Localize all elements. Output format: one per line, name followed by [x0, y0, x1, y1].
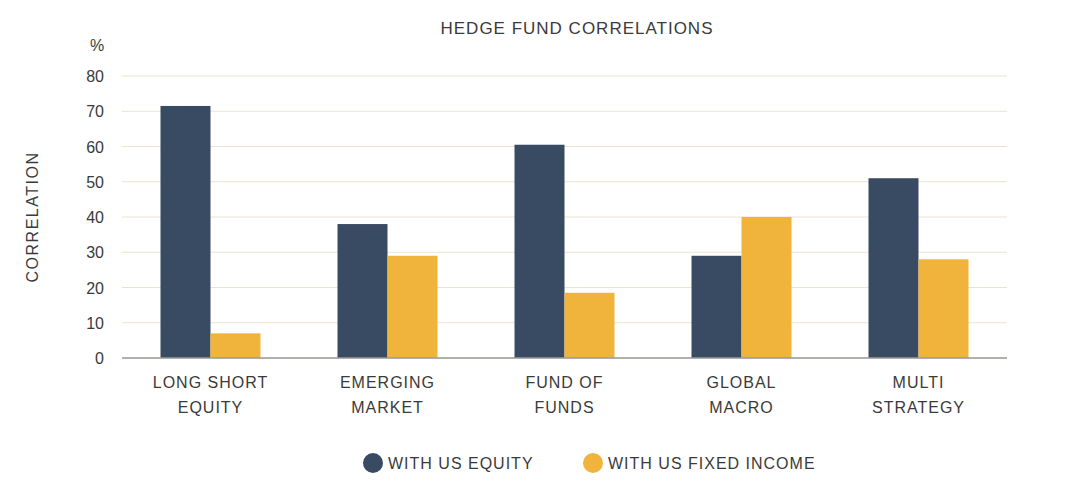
title: HEDGE FUND CORRELATIONS [441, 19, 714, 38]
legend-label: WITH US FIXED INCOME [608, 455, 816, 472]
x-tick-label: FUND OFFUNDS [525, 374, 603, 416]
bar [338, 224, 388, 358]
x-axis-line [122, 357, 1007, 359]
bar [742, 217, 792, 358]
bar [869, 178, 919, 358]
grid-line [122, 111, 1007, 112]
y-tick-label: 50 [86, 174, 104, 191]
x-tick-label: MULTISTRATEGY [872, 374, 965, 416]
chart: HEDGE FUND CORRELATIONS% CORRELATION 0 10 20… [0, 0, 1082, 485]
x-tick-label: EMERGINGMARKET [340, 374, 435, 416]
legend-label: WITH US EQUITY [388, 455, 534, 472]
y-tick-label: 0 [95, 350, 104, 367]
y-tick-label: 10 [86, 315, 104, 332]
bar [565, 293, 615, 358]
x-tick-label: GLOBALMACRO [706, 374, 776, 416]
y-tick-label: 70 [86, 103, 104, 120]
bar [211, 333, 261, 358]
y-tick-label: 20 [86, 280, 104, 297]
y-axis-label: CORRELATION [24, 152, 41, 283]
legend-swatch [583, 453, 603, 473]
y-tick-label: 60 [86, 139, 104, 156]
bar [388, 256, 438, 358]
bar [692, 256, 742, 358]
bar [161, 106, 211, 358]
y-tick-label: 40 [86, 209, 104, 226]
legend-swatch [363, 453, 383, 473]
y-tick-label: 30 [86, 244, 104, 261]
bar [919, 259, 969, 358]
y-tick-label: 80 [86, 68, 104, 85]
bars [161, 106, 969, 358]
y-unit: % [90, 37, 104, 54]
grid-line [122, 358, 1007, 359]
bar [515, 145, 565, 358]
grid-line [122, 76, 1007, 77]
x-tick-label: LONG SHORTEQUITY [153, 374, 269, 416]
